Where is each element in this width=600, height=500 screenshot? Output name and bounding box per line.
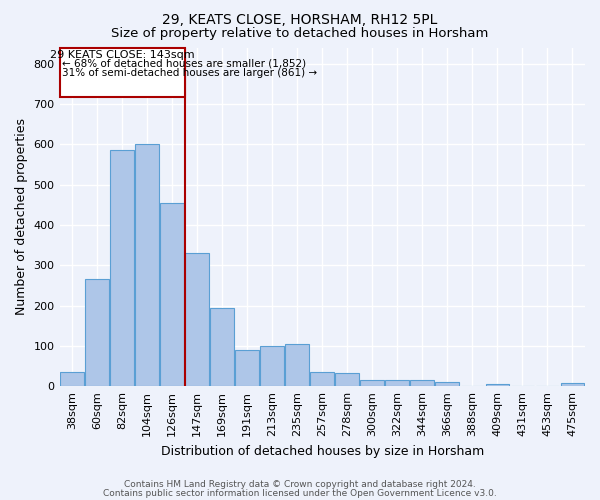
Bar bbox=[160, 202, 184, 386]
Text: 29, KEATS CLOSE, HORSHAM, RH12 5PL: 29, KEATS CLOSE, HORSHAM, RH12 5PL bbox=[163, 12, 437, 26]
Y-axis label: Number of detached properties: Number of detached properties bbox=[15, 118, 28, 316]
Bar bbox=[60, 372, 84, 386]
FancyBboxPatch shape bbox=[60, 48, 185, 96]
Bar bbox=[260, 346, 284, 386]
Bar bbox=[560, 384, 584, 386]
Bar bbox=[361, 380, 384, 386]
Bar bbox=[135, 144, 159, 386]
Text: Contains HM Land Registry data © Crown copyright and database right 2024.: Contains HM Land Registry data © Crown c… bbox=[124, 480, 476, 489]
Bar bbox=[310, 372, 334, 386]
Bar bbox=[185, 253, 209, 386]
Bar bbox=[410, 380, 434, 386]
Bar bbox=[436, 382, 459, 386]
Text: Contains public sector information licensed under the Open Government Licence v3: Contains public sector information licen… bbox=[103, 489, 497, 498]
Text: 31% of semi-detached houses are larger (861) →: 31% of semi-detached houses are larger (… bbox=[62, 68, 317, 78]
Bar bbox=[210, 308, 234, 386]
X-axis label: Distribution of detached houses by size in Horsham: Distribution of detached houses by size … bbox=[161, 444, 484, 458]
Bar bbox=[385, 380, 409, 386]
Text: Size of property relative to detached houses in Horsham: Size of property relative to detached ho… bbox=[112, 28, 488, 40]
Bar bbox=[235, 350, 259, 386]
Bar bbox=[110, 150, 134, 386]
Bar bbox=[485, 384, 509, 386]
Bar bbox=[85, 280, 109, 386]
Bar bbox=[335, 374, 359, 386]
Text: 29 KEATS CLOSE: 143sqm: 29 KEATS CLOSE: 143sqm bbox=[50, 50, 194, 59]
Text: ← 68% of detached houses are smaller (1,852): ← 68% of detached houses are smaller (1,… bbox=[62, 59, 306, 69]
Bar bbox=[286, 344, 309, 386]
